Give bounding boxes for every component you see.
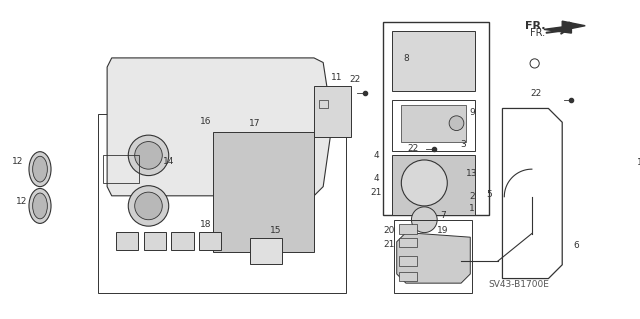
Circle shape: [128, 135, 169, 175]
Bar: [199, 232, 221, 250]
Text: 17: 17: [248, 119, 260, 128]
Ellipse shape: [33, 156, 47, 182]
Text: SV43-B1700E: SV43-B1700E: [489, 279, 550, 289]
Text: 4: 4: [374, 151, 380, 160]
Circle shape: [401, 160, 447, 206]
Ellipse shape: [29, 189, 51, 223]
Bar: [172, 232, 193, 250]
Bar: [102, 155, 140, 183]
Text: 15: 15: [269, 226, 281, 235]
Bar: [98, 114, 346, 293]
Text: 5: 5: [486, 190, 492, 199]
Bar: [399, 256, 417, 266]
Ellipse shape: [33, 193, 47, 219]
Text: 10: 10: [637, 158, 640, 167]
Text: 22: 22: [408, 145, 419, 153]
Bar: [314, 86, 351, 137]
Text: 22: 22: [349, 75, 361, 84]
Text: 20: 20: [384, 226, 395, 235]
Circle shape: [134, 142, 163, 169]
Bar: [392, 100, 475, 151]
Text: 21: 21: [371, 188, 382, 197]
Bar: [116, 232, 138, 250]
Text: 11: 11: [332, 73, 342, 82]
Text: 3: 3: [460, 140, 466, 149]
Bar: [319, 100, 328, 108]
Bar: [399, 272, 417, 281]
Text: 16: 16: [200, 117, 211, 126]
Text: 21: 21: [384, 240, 395, 249]
Text: FR.: FR.: [525, 21, 546, 31]
Bar: [399, 224, 417, 234]
Circle shape: [530, 59, 540, 68]
Polygon shape: [397, 233, 470, 283]
Bar: [213, 132, 314, 252]
Text: 12: 12: [16, 197, 28, 206]
Bar: [401, 105, 466, 142]
Text: 9: 9: [469, 108, 475, 117]
Bar: [392, 31, 475, 91]
Circle shape: [412, 207, 437, 233]
Text: 1: 1: [469, 204, 475, 213]
Text: 2: 2: [469, 192, 475, 201]
Text: 19: 19: [437, 226, 449, 235]
Circle shape: [134, 192, 163, 220]
Text: FR.: FR.: [530, 28, 545, 38]
Polygon shape: [107, 58, 332, 196]
Text: 13: 13: [467, 169, 478, 178]
Bar: [144, 232, 166, 250]
Bar: [383, 22, 489, 215]
Text: 7: 7: [440, 211, 445, 219]
Text: 22: 22: [531, 89, 542, 98]
Bar: [399, 238, 417, 247]
Bar: [394, 220, 472, 293]
Circle shape: [449, 116, 464, 130]
Bar: [250, 238, 282, 264]
Text: 12: 12: [12, 157, 24, 166]
Text: 18: 18: [200, 220, 211, 229]
Text: 4: 4: [374, 174, 380, 183]
Polygon shape: [562, 21, 585, 30]
Text: 6: 6: [573, 241, 579, 250]
Circle shape: [128, 186, 169, 226]
Bar: [392, 155, 475, 215]
Ellipse shape: [29, 152, 51, 187]
Text: 8: 8: [403, 54, 409, 63]
Polygon shape: [544, 26, 572, 33]
Text: 14: 14: [163, 157, 175, 166]
